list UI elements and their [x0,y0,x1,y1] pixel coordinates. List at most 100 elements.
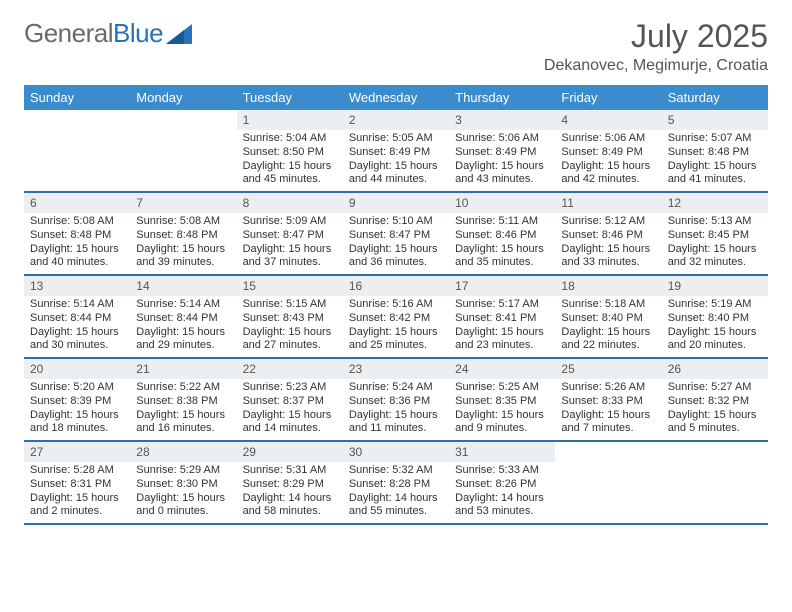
day-cell: 13Sunrise: 5:14 AMSunset: 8:44 PMDayligh… [24,276,130,357]
day-cell [662,442,768,523]
day-line: Sunset: 8:48 PM [136,229,230,243]
day-cell: 4Sunrise: 5:06 AMSunset: 8:49 PMDaylight… [555,110,661,191]
day-cell: 9Sunrise: 5:10 AMSunset: 8:47 PMDaylight… [343,193,449,274]
day-line: Sunrise: 5:24 AM [349,381,443,395]
day-line: Sunset: 8:37 PM [243,395,337,409]
day-body [24,130,130,136]
day-line: Sunset: 8:40 PM [668,312,762,326]
day-line: Sunset: 8:47 PM [243,229,337,243]
day-number: 2 [343,110,449,130]
day-number: 9 [343,193,449,213]
month-title: July 2025 [544,18,768,55]
day-line: Daylight: 15 hours and 36 minutes. [349,243,443,271]
day-body: Sunrise: 5:23 AMSunset: 8:37 PMDaylight:… [237,379,343,440]
day-body: Sunrise: 5:07 AMSunset: 8:48 PMDaylight:… [662,130,768,191]
day-line: Sunrise: 5:08 AM [30,215,124,229]
day-body: Sunrise: 5:26 AMSunset: 8:33 PMDaylight:… [555,379,661,440]
day-line: Daylight: 15 hours and 7 minutes. [561,409,655,437]
day-line: Sunset: 8:49 PM [455,146,549,160]
day-number: 17 [449,276,555,296]
day-line: Daylight: 15 hours and 14 minutes. [243,409,337,437]
week-row: 13Sunrise: 5:14 AMSunset: 8:44 PMDayligh… [24,276,768,359]
day-body: Sunrise: 5:17 AMSunset: 8:41 PMDaylight:… [449,296,555,357]
day-number: 25 [555,359,661,379]
day-line: Daylight: 15 hours and 29 minutes. [136,326,230,354]
day-body: Sunrise: 5:27 AMSunset: 8:32 PMDaylight:… [662,379,768,440]
day-number: 24 [449,359,555,379]
day-line: Sunrise: 5:06 AM [455,132,549,146]
day-number: 16 [343,276,449,296]
day-line: Daylight: 14 hours and 58 minutes. [243,492,337,520]
day-number: 21 [130,359,236,379]
day-line: Sunrise: 5:04 AM [243,132,337,146]
day-line: Sunrise: 5:29 AM [136,464,230,478]
day-line: Sunset: 8:31 PM [30,478,124,492]
day-line: Sunset: 8:49 PM [561,146,655,160]
day-number: 6 [24,193,130,213]
day-body [555,462,661,468]
day-number: 15 [237,276,343,296]
day-cell: 6Sunrise: 5:08 AMSunset: 8:48 PMDaylight… [24,193,130,274]
day-number [24,110,130,130]
week-row: 1Sunrise: 5:04 AMSunset: 8:50 PMDaylight… [24,110,768,193]
day-line: Sunset: 8:44 PM [136,312,230,326]
day-number: 4 [555,110,661,130]
day-line: Sunrise: 5:18 AM [561,298,655,312]
day-body: Sunrise: 5:18 AMSunset: 8:40 PMDaylight:… [555,296,661,357]
day-line: Daylight: 15 hours and 2 minutes. [30,492,124,520]
day-line: Sunset: 8:33 PM [561,395,655,409]
day-line: Sunrise: 5:09 AM [243,215,337,229]
day-body [130,130,236,136]
day-line: Daylight: 15 hours and 30 minutes. [30,326,124,354]
day-number [130,110,236,130]
day-line: Sunrise: 5:07 AM [668,132,762,146]
day-number [662,442,768,462]
day-line: Sunset: 8:49 PM [349,146,443,160]
day-line: Sunrise: 5:16 AM [349,298,443,312]
day-cell: 12Sunrise: 5:13 AMSunset: 8:45 PMDayligh… [662,193,768,274]
day-line: Sunset: 8:42 PM [349,312,443,326]
day-line: Sunrise: 5:12 AM [561,215,655,229]
day-number: 26 [662,359,768,379]
day-line: Sunrise: 5:31 AM [243,464,337,478]
day-number: 5 [662,110,768,130]
header: GeneralBlue July 2025 Dekanovec, Megimur… [24,18,768,75]
dow-cell: Sunday [24,85,130,110]
logo: GeneralBlue [24,18,192,49]
day-line: Daylight: 15 hours and 40 minutes. [30,243,124,271]
day-cell: 8Sunrise: 5:09 AMSunset: 8:47 PMDaylight… [237,193,343,274]
logo-text-1: General [24,18,113,49]
day-cell: 25Sunrise: 5:26 AMSunset: 8:33 PMDayligh… [555,359,661,440]
day-line: Sunrise: 5:10 AM [349,215,443,229]
day-line: Sunrise: 5:22 AM [136,381,230,395]
day-cell: 15Sunrise: 5:15 AMSunset: 8:43 PMDayligh… [237,276,343,357]
day-number: 31 [449,442,555,462]
day-body: Sunrise: 5:22 AMSunset: 8:38 PMDaylight:… [130,379,236,440]
day-line: Sunrise: 5:05 AM [349,132,443,146]
dow-row: SundayMondayTuesdayWednesdayThursdayFrid… [24,85,768,110]
day-cell: 17Sunrise: 5:17 AMSunset: 8:41 PMDayligh… [449,276,555,357]
day-line: Daylight: 15 hours and 44 minutes. [349,160,443,188]
day-line: Daylight: 15 hours and 35 minutes. [455,243,549,271]
day-line: Sunrise: 5:28 AM [30,464,124,478]
week-row: 27Sunrise: 5:28 AMSunset: 8:31 PMDayligh… [24,442,768,525]
day-number: 11 [555,193,661,213]
day-body: Sunrise: 5:08 AMSunset: 8:48 PMDaylight:… [130,213,236,274]
logo-text-2: Blue [113,18,163,49]
day-number: 23 [343,359,449,379]
dow-cell: Saturday [662,85,768,110]
day-body: Sunrise: 5:05 AMSunset: 8:49 PMDaylight:… [343,130,449,191]
day-line: Daylight: 15 hours and 33 minutes. [561,243,655,271]
day-line: Sunrise: 5:19 AM [668,298,762,312]
day-cell: 10Sunrise: 5:11 AMSunset: 8:46 PMDayligh… [449,193,555,274]
day-body [662,462,768,468]
day-body: Sunrise: 5:25 AMSunset: 8:35 PMDaylight:… [449,379,555,440]
day-body: Sunrise: 5:32 AMSunset: 8:28 PMDaylight:… [343,462,449,523]
day-line: Daylight: 15 hours and 20 minutes. [668,326,762,354]
day-line: Sunset: 8:32 PM [668,395,762,409]
day-line: Sunrise: 5:06 AM [561,132,655,146]
day-number: 12 [662,193,768,213]
day-body: Sunrise: 5:06 AMSunset: 8:49 PMDaylight:… [555,130,661,191]
day-body: Sunrise: 5:20 AMSunset: 8:39 PMDaylight:… [24,379,130,440]
day-body: Sunrise: 5:15 AMSunset: 8:43 PMDaylight:… [237,296,343,357]
